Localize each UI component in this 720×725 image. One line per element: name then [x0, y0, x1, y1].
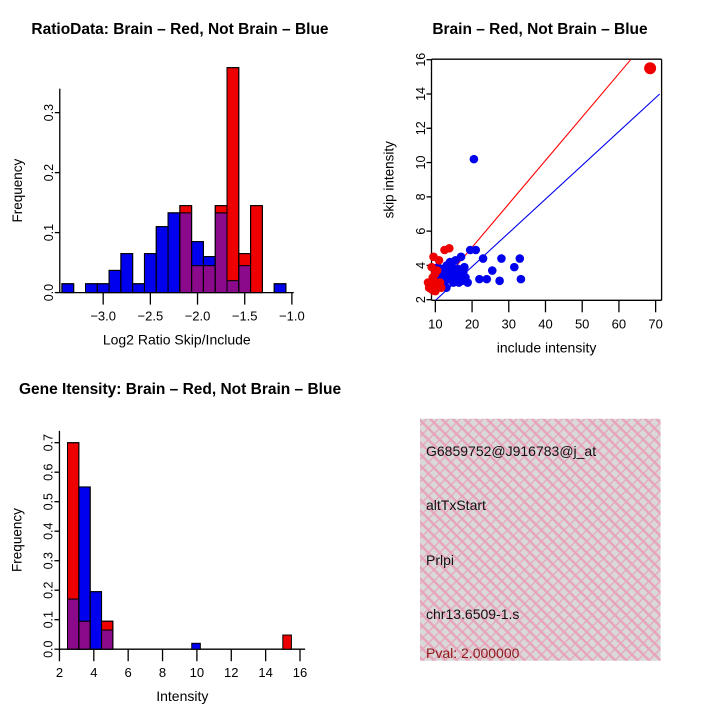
svg-text:Prlpi: Prlpi	[426, 552, 454, 568]
svg-text:Intensity: Intensity	[156, 688, 208, 704]
svg-text:chr13.6509-1.s: chr13.6509-1.s	[426, 606, 519, 622]
svg-text:Pval: 2.000000: Pval: 2.000000	[426, 645, 520, 661]
svg-text:16: 16	[293, 665, 307, 680]
svg-text:14: 14	[414, 87, 428, 101]
svg-text:4: 4	[414, 262, 428, 269]
svg-text:−1.0: −1.0	[279, 309, 305, 324]
svg-text:0.0: 0.0	[42, 284, 56, 301]
svg-text:2: 2	[414, 296, 428, 303]
svg-text:8: 8	[414, 193, 428, 200]
svg-text:skip intensity: skip intensity	[382, 141, 397, 219]
svg-text:12: 12	[414, 121, 428, 135]
svg-text:70: 70	[648, 316, 662, 331]
svg-text:Log2 Ratio Skip/Include: Log2 Ratio Skip/Include	[103, 332, 251, 348]
svg-text:Gene Itensity: Brain – Red, No: Gene Itensity: Brain – Red, Not Brain – …	[19, 381, 342, 398]
svg-text:10: 10	[428, 316, 442, 331]
svg-text:30: 30	[502, 316, 516, 331]
svg-text:−2.5: −2.5	[138, 309, 164, 324]
svg-text:altTxStart: altTxStart	[426, 497, 486, 513]
svg-text:Frequency: Frequency	[9, 508, 24, 572]
svg-text:6: 6	[414, 228, 428, 235]
svg-text:2: 2	[56, 665, 63, 680]
svg-text:G6859752@J916783@j_at: G6859752@J916783@j_at	[426, 443, 596, 459]
svg-text:60: 60	[612, 316, 626, 331]
svg-text:0.2: 0.2	[42, 164, 56, 181]
svg-text:Brain – Red, Not Brain – Blue: Brain – Red, Not Brain – Blue	[432, 21, 648, 38]
svg-text:16: 16	[414, 53, 428, 67]
svg-text:0.7: 0.7	[42, 434, 56, 451]
svg-text:−1.5: −1.5	[232, 309, 258, 324]
svg-text:0.1: 0.1	[42, 611, 56, 628]
svg-text:8: 8	[159, 665, 166, 680]
svg-text:50: 50	[575, 316, 589, 331]
svg-text:0.2: 0.2	[42, 581, 56, 598]
svg-text:0.6: 0.6	[42, 463, 56, 480]
svg-text:0.3: 0.3	[42, 104, 56, 121]
svg-text:0.4: 0.4	[42, 522, 56, 539]
svg-text:0.3: 0.3	[42, 552, 56, 569]
svg-text:20: 20	[465, 316, 479, 331]
svg-text:Frequency: Frequency	[10, 158, 25, 222]
svg-text:14: 14	[258, 665, 272, 680]
svg-text:12: 12	[224, 665, 238, 680]
svg-text:10: 10	[414, 156, 428, 170]
svg-text:−2.0: −2.0	[185, 309, 211, 324]
svg-text:−3.0: −3.0	[90, 309, 116, 324]
svg-text:include intensity: include intensity	[497, 339, 597, 355]
svg-text:4: 4	[90, 665, 97, 680]
svg-text:6: 6	[125, 665, 132, 680]
svg-text:40: 40	[538, 316, 552, 331]
svg-text:0.0: 0.0	[42, 640, 56, 657]
svg-text:0.5: 0.5	[42, 493, 56, 510]
svg-text:10: 10	[190, 665, 204, 680]
svg-text:RatioData: Brain – Red, Not Br: RatioData: Brain – Red, Not Brain – Blue	[31, 21, 329, 38]
svg-text:0.1: 0.1	[42, 224, 56, 241]
